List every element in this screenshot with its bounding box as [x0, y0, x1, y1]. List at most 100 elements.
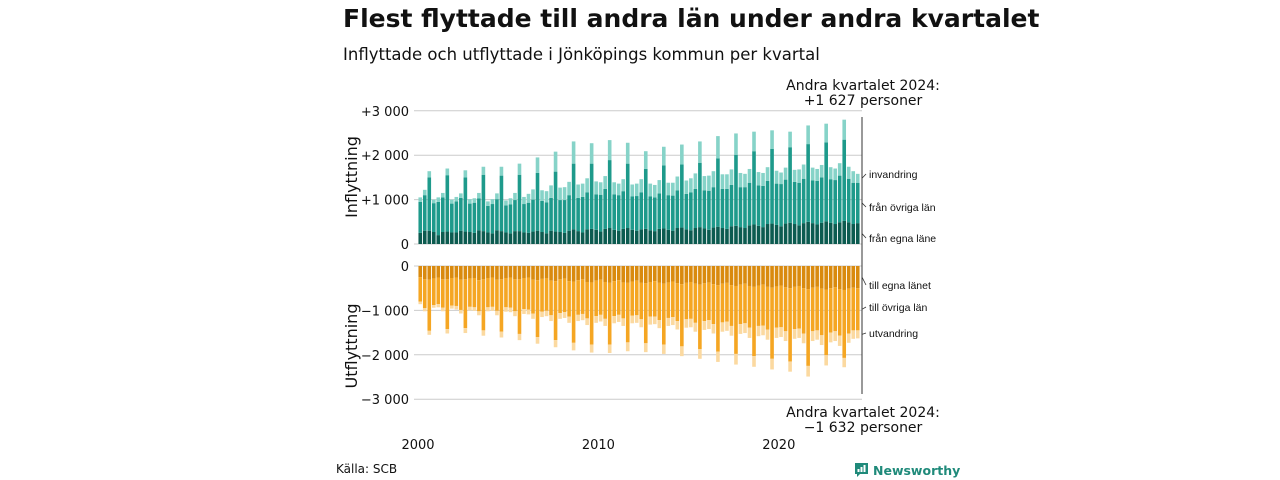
- outflow-bar-segment: [540, 266, 544, 279]
- outflow-bar-segment: [621, 318, 626, 326]
- inflow-bar-segment: [662, 146, 666, 166]
- outflow-bar-segment: [549, 280, 553, 316]
- inflow-bar-segment: [648, 183, 653, 197]
- outflow-bar-segment: [639, 266, 644, 283]
- inflow-bar-segment: [481, 174, 486, 232]
- inflow-bar-segment: [819, 222, 824, 244]
- outflow-bar-segment: [815, 330, 819, 340]
- outflow-bar-segment: [490, 266, 495, 278]
- inflow-bar-segment: [828, 222, 833, 244]
- outflow-bar-segment: [436, 304, 441, 308]
- outflow-bar-segment: [711, 284, 716, 325]
- inflow-bar-segment: [571, 141, 576, 164]
- inflow-axis-label: Inflyttning: [342, 136, 361, 218]
- outflow-bar-segment: [445, 279, 450, 330]
- outflow-bar-segment: [680, 266, 684, 285]
- outflow-bar-segment: [477, 266, 481, 281]
- inflow-bar-segment: [725, 228, 729, 244]
- inflow-bar-segment: [729, 169, 734, 185]
- inflow-bar-segment: [797, 169, 801, 183]
- outflow-bar-segment: [535, 266, 540, 281]
- inflow-bar-segment: [441, 197, 445, 233]
- outflow-bar-segment: [716, 351, 720, 362]
- outflow-bar-segment: [846, 288, 851, 334]
- outflow-bar-segment: [526, 309, 531, 315]
- inflow-bar-segment: [459, 193, 463, 198]
- inflow-bar-segment: [616, 230, 621, 244]
- inflow-bar-segment: [431, 199, 436, 204]
- annotation-top-line2: +1 627 personer: [804, 93, 923, 109]
- inflow-bar-segment: [747, 225, 752, 244]
- inflow-bar-segment: [625, 142, 630, 164]
- inflow-bar-segment: [689, 178, 693, 193]
- outflow-bar-segment: [657, 320, 662, 329]
- inflow-bar-segment: [788, 131, 792, 148]
- inflow-bar-segment: [585, 192, 589, 230]
- inflow-bar-segment: [571, 163, 576, 230]
- annotation-bottom-line2: −1 632 personer: [804, 420, 923, 436]
- outflow-bar-segment: [770, 358, 774, 370]
- inflow-bar-segment: [734, 133, 738, 155]
- outflow-bar-segment: [621, 266, 626, 283]
- inflow-bar-segment: [783, 179, 788, 224]
- inflow-label-leader: [861, 202, 867, 208]
- inflow-bar-segment: [806, 125, 810, 145]
- outflow-bar-segment: [684, 266, 689, 283]
- outflow-bar-segment: [675, 321, 680, 330]
- inflow-bar-segment: [553, 231, 558, 244]
- inflow-bar-segment: [463, 177, 468, 232]
- inflow-bar-segment: [846, 166, 851, 179]
- bars: [418, 119, 860, 377]
- inflow-bar-segment: [558, 187, 562, 201]
- outflow-bar-segment: [842, 289, 847, 358]
- outflow-bar-segment: [788, 288, 792, 362]
- outflow-bar-segment: [625, 282, 630, 343]
- outflow-bar-segment: [508, 307, 513, 313]
- chart-subtitle: Inflyttade och utflyttade i Jönköpings k…: [343, 45, 820, 64]
- outflow-bar-segment: [441, 279, 445, 308]
- outflow-bar-segment: [846, 333, 851, 343]
- outflow-bar-segment: [553, 266, 558, 282]
- inflow-bar-segment: [855, 182, 860, 224]
- inflow-bar-segment: [450, 232, 454, 244]
- outflow-bar-segment: [486, 266, 490, 278]
- inflow-bar-segment: [540, 232, 544, 244]
- outflow-bar-segment: [828, 332, 833, 343]
- outflow-bar-segment: [671, 266, 675, 282]
- outflow-bar-segment: [459, 279, 463, 310]
- outflow-bar-segment: [544, 266, 549, 278]
- inflow-bar-segment: [680, 164, 684, 228]
- outflow-bar-segment: [481, 330, 486, 336]
- inflow-tick-label: +2 000: [361, 149, 409, 164]
- outflow-bar-segment: [436, 266, 441, 278]
- inflow-bar-segment: [770, 223, 774, 244]
- inflow-bar-segment: [427, 171, 432, 178]
- outflow-bar-segment: [684, 282, 689, 320]
- outflow-bar-segment: [743, 266, 747, 284]
- outflow-bar-segment: [725, 282, 729, 322]
- outflow-bar-segment: [436, 277, 441, 305]
- brand-name: Newsworthy: [873, 462, 961, 478]
- inflow-bar-segment: [842, 119, 847, 140]
- inflow-bar-segment: [418, 197, 423, 202]
- inflow-bar-segment: [770, 130, 774, 149]
- inflow-bar-segment: [819, 164, 824, 178]
- outflow-bar-segment: [612, 316, 616, 324]
- inflow-bar-segment: [797, 225, 801, 244]
- outflow-bar-segment: [441, 266, 445, 280]
- outflow-bar-segment: [770, 287, 774, 359]
- inflow-bar-segment: [698, 227, 702, 244]
- inflow-bar-segment: [761, 172, 765, 186]
- outflow-bar-segment: [558, 266, 562, 280]
- inflow-bar-segment: [454, 232, 459, 244]
- inflow-bar-segment: [815, 168, 819, 181]
- inflow-bar-segment: [450, 203, 454, 233]
- inflow-bar-segment: [468, 199, 472, 204]
- outflow-bar-segment: [567, 266, 571, 282]
- outflow-bar-segment: [504, 307, 508, 312]
- inflow-bar-segment: [549, 230, 553, 244]
- outflow-bar-segment: [427, 266, 432, 280]
- inflow-bar-segment: [445, 231, 450, 244]
- inflow-bar-segment: [779, 184, 783, 227]
- inflow-bar-segment: [734, 154, 738, 226]
